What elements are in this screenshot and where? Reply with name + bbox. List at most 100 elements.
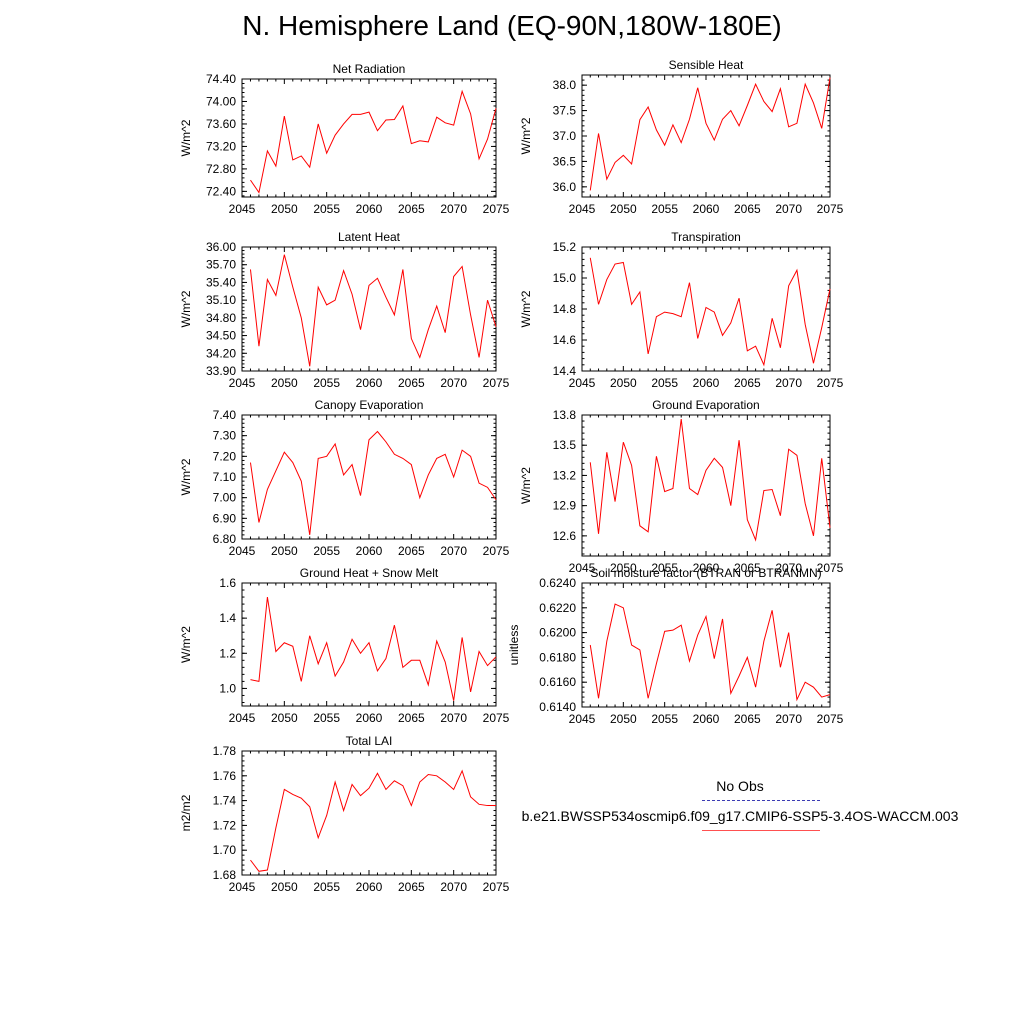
y-tick-label: 6.80 <box>213 532 237 546</box>
x-tick-label: 2045 <box>229 880 256 894</box>
y-tick-label: 34.80 <box>206 311 236 325</box>
x-tick-label: 2070 <box>440 544 467 558</box>
y-tick-label: 14.4 <box>553 364 577 378</box>
series-line <box>589 77 831 191</box>
x-tick-label: 2050 <box>271 711 298 725</box>
plot-frame <box>581 414 831 557</box>
y-tick-label: 1.2 <box>219 646 236 660</box>
x-tick-label: 2060 <box>693 376 720 390</box>
panel-title: Latent Heat <box>338 230 401 244</box>
x-tick-label: 2075 <box>817 376 844 390</box>
y-tick-label: 1.4 <box>219 611 236 625</box>
x-tick-label: 2070 <box>440 376 467 390</box>
y-axis-label: unitless <box>507 625 521 666</box>
panel-title: Ground Evaporation <box>652 398 759 412</box>
x-tick-label: 2055 <box>651 376 678 390</box>
x-tick-label: 2045 <box>569 712 596 726</box>
y-tick-label: 1.70 <box>213 843 237 857</box>
x-tick-label: 2065 <box>734 561 761 575</box>
x-tick-label: 2055 <box>313 711 340 725</box>
x-tick-label: 2075 <box>817 561 844 575</box>
plot-frame <box>581 74 831 198</box>
y-tick-label: 35.10 <box>206 293 236 307</box>
x-tick-label: 2070 <box>775 712 802 726</box>
y-tick-label: 1.78 <box>213 744 237 758</box>
x-tick-label: 2070 <box>440 711 467 725</box>
x-tick-label: 2045 <box>229 376 256 390</box>
y-axis-label: W/m^2 <box>179 626 193 663</box>
y-tick-label: 7.30 <box>213 429 237 443</box>
y-tick-label: 34.50 <box>206 329 236 343</box>
panel-latent-heat: 2045 2050 2055 2060 2065 2070 2075 33.90 34.20 34… <box>179 230 510 390</box>
y-tick-label: 74.40 <box>206 72 236 86</box>
x-tick-label: 2050 <box>610 561 637 575</box>
panel-soil-moisture-factor: 2045 2050 2055 2060 2065 2070 2075 0.6140 0.6160… <box>507 566 844 726</box>
y-axis-label: m2/m2 <box>179 794 193 831</box>
x-tick-label: 2050 <box>610 202 637 216</box>
y-tick-label: 12.9 <box>553 499 577 513</box>
x-tick-label: 2050 <box>610 376 637 390</box>
y-tick-label: 13.5 <box>553 438 577 452</box>
y-axis-label: W/m^2 <box>179 119 193 156</box>
x-tick-label: 2050 <box>271 376 298 390</box>
x-tick-label: 2045 <box>569 376 596 390</box>
x-tick-label: 2070 <box>775 376 802 390</box>
y-tick-label: 15.0 <box>553 271 577 285</box>
x-tick-label: 2060 <box>356 711 383 725</box>
x-tick-label: 2075 <box>483 711 510 725</box>
y-tick-label: 12.6 <box>553 529 577 543</box>
legend-obs-label: No Obs <box>716 778 764 794</box>
x-tick-label: 2055 <box>651 712 678 726</box>
plot-frame <box>241 246 497 372</box>
y-tick-label: 37.5 <box>553 104 577 118</box>
legend-obs-line <box>702 800 820 801</box>
x-tick-label: 2055 <box>313 544 340 558</box>
panel-sensible-heat: 2045 2050 2055 2060 2065 2070 2075 36.0 36.5 37.0… <box>519 58 844 216</box>
panel-canopy-evaporation: 2045 2050 2055 2060 2065 2070 2075 6.80 6.90 7.00… <box>179 398 510 558</box>
panel-transpiration: 2045 2050 2055 2060 2065 2070 2075 14.4 14.6 14.8… <box>519 230 844 390</box>
panel-ground-heat-snow-melt: 2045 2050 2055 2060 2065 2070 2075 1.0 1.2 1.4 1.6… <box>179 566 510 725</box>
y-tick-label: 72.80 <box>206 162 236 176</box>
panel-title: Sensible Heat <box>669 58 744 72</box>
x-tick-label: 2065 <box>398 544 425 558</box>
y-tick-label: 73.20 <box>206 139 236 153</box>
x-tick-label: 2060 <box>356 880 383 894</box>
y-tick-label: 14.6 <box>553 333 577 347</box>
y-tick-label: 1.76 <box>213 769 237 783</box>
y-tick-label: 37.0 <box>553 129 577 143</box>
y-tick-label: 14.8 <box>553 302 577 316</box>
y-tick-label: 73.60 <box>206 117 236 131</box>
x-tick-label: 2050 <box>271 544 298 558</box>
y-tick-label: 1.74 <box>213 794 237 808</box>
x-tick-label: 2075 <box>483 376 510 390</box>
y-tick-label: 7.00 <box>213 491 237 505</box>
y-axis-label: W/m^2 <box>179 290 193 327</box>
plot-frame <box>581 582 831 708</box>
y-tick-label: 35.70 <box>206 258 236 272</box>
y-tick-label: 0.6140 <box>539 700 576 714</box>
panel-net-radiation: 2045 2050 2055 2060 2065 2070 2075 72.40 72.80 73… <box>179 62 510 216</box>
x-tick-label: 2055 <box>651 561 678 575</box>
panel-title: Net Radiation <box>333 62 406 76</box>
y-tick-label: 38.0 <box>553 78 577 92</box>
page-title: N. Hemisphere Land (EQ-90N,180W-180E) <box>242 10 782 41</box>
series-line <box>249 254 497 367</box>
y-tick-label: 13.2 <box>553 468 577 482</box>
y-tick-label: 6.90 <box>213 511 237 525</box>
x-tick-label: 2050 <box>271 202 298 216</box>
x-tick-label: 2065 <box>734 202 761 216</box>
series-line <box>250 89 497 194</box>
plot-frame <box>241 750 497 876</box>
y-tick-label: 33.90 <box>206 364 236 378</box>
y-tick-label: 1.68 <box>213 868 237 882</box>
x-tick-label: 2055 <box>313 880 340 894</box>
x-tick-label: 2065 <box>398 711 425 725</box>
plot-frame <box>241 78 497 198</box>
series-line <box>589 418 831 542</box>
y-tick-label: 13.8 <box>553 408 577 422</box>
y-axis-label: W/m^2 <box>519 117 533 154</box>
y-tick-label: 36.0 <box>553 180 577 194</box>
x-tick-label: 2070 <box>440 880 467 894</box>
x-tick-label: 2045 <box>229 202 256 216</box>
